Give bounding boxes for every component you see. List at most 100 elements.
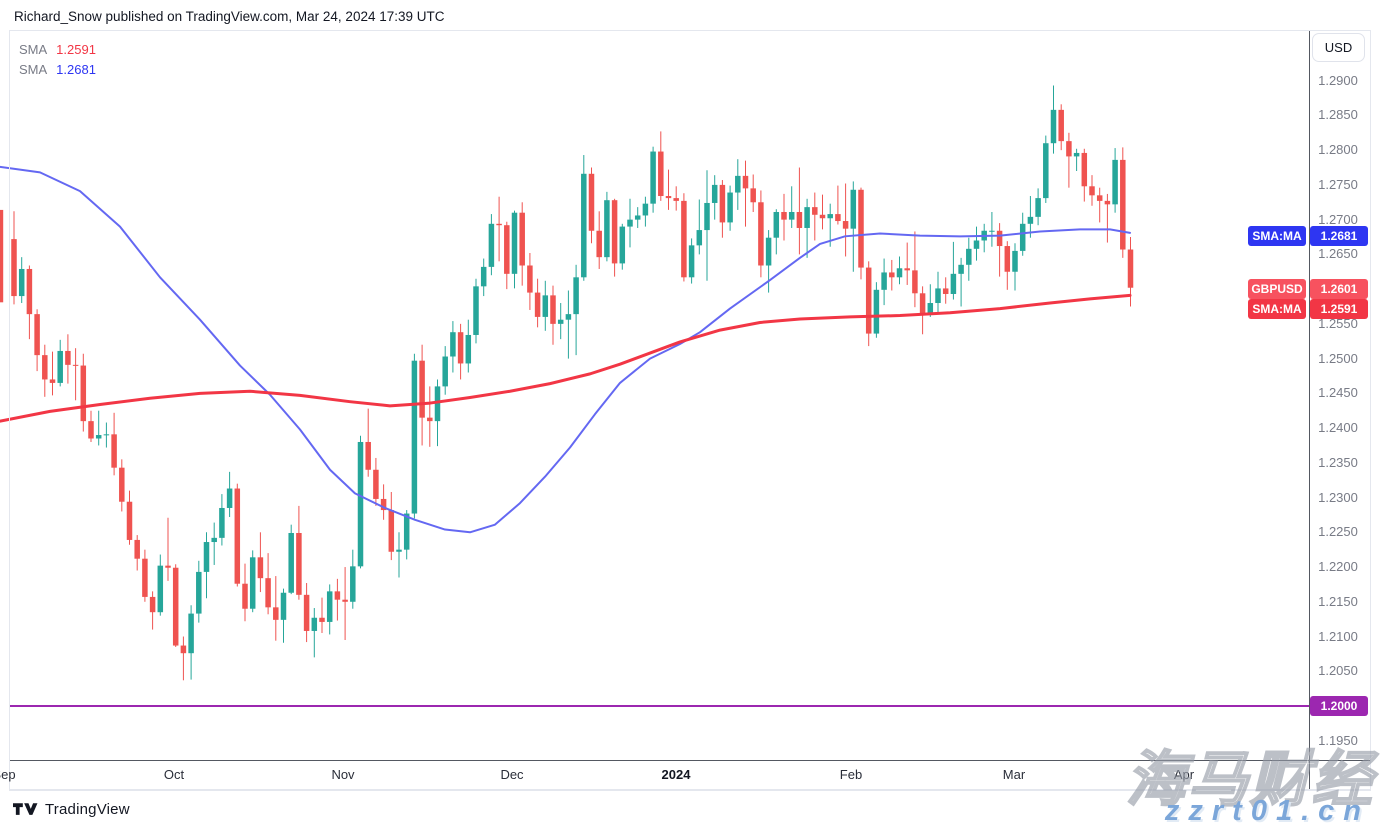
candle-body <box>534 292 541 317</box>
candle-body <box>42 355 48 380</box>
candle-body <box>188 613 194 654</box>
legend-row-sma-200[interactable]: SMA 1.2591 <box>19 39 96 59</box>
candle-body <box>357 441 364 567</box>
candle-body <box>11 239 17 297</box>
candle-body <box>288 532 294 593</box>
legend-row-sma-50[interactable]: SMA 1.2681 <box>19 59 96 79</box>
candle-body <box>396 549 402 552</box>
candle-body <box>696 230 703 246</box>
candle-body <box>565 314 572 320</box>
candle-body <box>65 350 71 365</box>
candle-body <box>1058 109 1064 142</box>
candle-body <box>596 230 602 258</box>
candle-body <box>966 248 972 265</box>
candle-body <box>919 293 926 314</box>
candle-body <box>26 268 33 315</box>
candle-body <box>973 240 980 249</box>
watermark-cjk-text: 海马财经 <box>1125 745 1374 814</box>
published-line: Richard_Snow published on TradingView.co… <box>14 9 445 24</box>
watermark-url-text: zzrt01.cn <box>1164 795 1370 827</box>
sma-label: SMA <box>19 41 48 57</box>
candle-body <box>658 151 664 197</box>
sma-value: 1.2591 <box>56 41 96 57</box>
candle-body <box>927 303 934 314</box>
candle-body <box>1035 198 1041 217</box>
candle-body <box>627 219 633 227</box>
candle-body <box>634 215 641 220</box>
candle-body <box>172 567 179 646</box>
candle-body <box>380 498 387 511</box>
candle-body <box>881 272 887 290</box>
candle-body <box>588 173 595 231</box>
tradingview-logo-icon <box>13 803 38 815</box>
candle-body <box>742 175 749 189</box>
candle-body <box>488 223 495 267</box>
candle-body <box>149 596 156 613</box>
candle-body <box>1096 195 1103 201</box>
candle-body <box>157 565 164 613</box>
candle-body <box>249 557 256 609</box>
candle-body <box>18 268 25 297</box>
candle-body <box>681 200 687 278</box>
candle-body <box>704 202 710 231</box>
candle-body <box>457 332 464 364</box>
candle-body <box>758 202 764 266</box>
candle-body <box>1019 223 1026 251</box>
candle-body <box>550 295 556 324</box>
candle-body <box>419 360 425 418</box>
candle-body <box>996 230 1003 247</box>
candle-body <box>711 184 718 203</box>
candle-body <box>642 203 649 216</box>
candle-body <box>242 583 248 609</box>
candle-body <box>303 594 310 631</box>
candle-body <box>727 192 733 223</box>
candle-body <box>1004 246 1011 272</box>
candle-body <box>781 211 787 220</box>
candle-body <box>858 189 864 268</box>
candle-body <box>950 273 957 294</box>
candle-body <box>442 356 448 387</box>
candle-body <box>311 617 318 631</box>
candle-body <box>511 212 518 274</box>
sma-label: SMA <box>19 61 48 77</box>
candle-body <box>527 265 533 293</box>
candle-body <box>665 196 672 199</box>
candle-body <box>1112 159 1118 205</box>
candle-body <box>604 200 610 258</box>
currency-usd-button[interactable]: USD <box>1312 33 1365 62</box>
candle-body <box>257 557 264 579</box>
candle-body <box>57 350 63 383</box>
candle-body <box>373 469 379 499</box>
candle-body <box>72 364 79 366</box>
candle-body <box>326 591 333 622</box>
candle-body <box>650 151 656 204</box>
candle-body <box>196 571 202 614</box>
candle-body <box>842 221 849 229</box>
candle-body <box>234 488 241 584</box>
candle-body <box>773 211 780 238</box>
candle-body <box>788 211 795 220</box>
candle-body <box>827 214 833 219</box>
candle-body <box>573 277 579 315</box>
candle-body <box>1073 152 1080 157</box>
candle-body <box>434 386 441 422</box>
candle-body <box>935 288 941 304</box>
sma-value: 1.2681 <box>56 61 96 77</box>
candle-body <box>1012 250 1018 272</box>
candle-body <box>819 214 826 219</box>
candle-body <box>88 421 94 439</box>
candle-body <box>989 230 995 232</box>
candle-body <box>342 599 348 602</box>
candle-body <box>165 565 171 568</box>
candle-body <box>735 175 741 193</box>
candle-body <box>865 267 872 334</box>
candle-body <box>519 212 525 266</box>
candle-body <box>34 314 40 356</box>
candle-body <box>812 207 818 215</box>
candle-body <box>296 532 302 595</box>
candle-body <box>226 488 233 508</box>
tradingview-attribution[interactable]: TradingView <box>13 801 130 818</box>
candle-body <box>804 207 810 228</box>
candle-body <box>450 332 456 357</box>
